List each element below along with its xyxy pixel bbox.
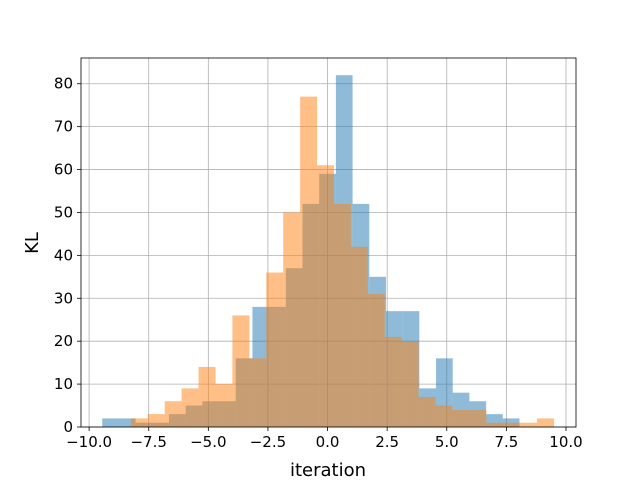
x-tick-label: −7.5 (130, 433, 166, 451)
bar (283, 212, 301, 427)
x-tick-label: 7.5 (494, 433, 518, 451)
x-tick-label: −2.5 (250, 433, 286, 451)
x-tick-label: −10.0 (66, 433, 112, 451)
y-tick-label: 20 (54, 332, 73, 350)
bar (164, 401, 182, 427)
bar (401, 341, 419, 427)
bar (367, 293, 385, 427)
bar (469, 409, 487, 427)
y-tick-label: 0 (63, 418, 73, 436)
x-tick-label: 0.0 (316, 433, 340, 451)
bar (418, 396, 436, 427)
bar (147, 414, 165, 427)
bar (266, 272, 284, 427)
bar (486, 422, 504, 427)
bar (102, 418, 119, 427)
y-tick-label: 80 (54, 75, 73, 93)
y-tick-label: 70 (54, 118, 73, 136)
x-tick-label: 5.0 (435, 433, 459, 451)
bar (130, 418, 148, 427)
y-tick-label: 10 (54, 375, 73, 393)
bar (118, 418, 136, 427)
x-tick-label: −5.0 (190, 433, 226, 451)
y-tick-label: 60 (54, 161, 73, 179)
bar (350, 246, 368, 427)
y-tick-label: 40 (54, 246, 73, 264)
bar (384, 336, 402, 427)
bar (215, 384, 233, 427)
bar (249, 358, 267, 427)
y-axis-label: KL (22, 232, 43, 254)
bar (520, 422, 538, 427)
bar (537, 418, 555, 427)
bar (317, 165, 334, 427)
bar (300, 96, 318, 428)
plot-frame (80, 57, 577, 428)
bar (333, 203, 351, 427)
bar (503, 422, 521, 427)
bar (198, 366, 216, 427)
x-axis-label: iteration (290, 460, 366, 480)
x-tick-label: 10.0 (549, 433, 582, 451)
bar (181, 388, 199, 427)
y-tick-label: 50 (54, 203, 73, 221)
y-tick-label: 30 (54, 289, 73, 307)
bar (452, 409, 470, 427)
bar (435, 405, 453, 427)
x-tick-label: 2.5 (375, 433, 399, 451)
bar (232, 315, 250, 427)
